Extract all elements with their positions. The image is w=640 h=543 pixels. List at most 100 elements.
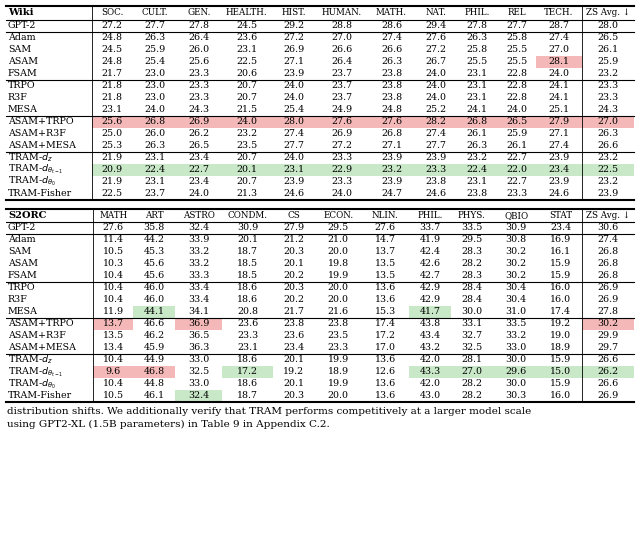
- Text: 26.8: 26.8: [381, 129, 402, 138]
- Bar: [6, 282, 634, 294]
- Text: 13.5: 13.5: [375, 260, 396, 268]
- Text: 18.7: 18.7: [237, 392, 258, 401]
- Text: 23.3: 23.3: [189, 93, 210, 102]
- Bar: [415, 116, 456, 128]
- Text: 30.2: 30.2: [597, 319, 618, 329]
- Text: R3F: R3F: [8, 295, 28, 305]
- Text: ASAM+TRPO: ASAM+TRPO: [8, 117, 74, 126]
- Text: 20.0: 20.0: [328, 295, 349, 305]
- Text: 30.0: 30.0: [461, 307, 483, 317]
- Text: 23.3: 23.3: [331, 177, 352, 186]
- Text: ART: ART: [145, 211, 164, 220]
- Text: 23.8: 23.8: [328, 319, 349, 329]
- Bar: [133, 366, 175, 378]
- Text: 28.4: 28.4: [461, 295, 483, 305]
- Text: 20.1: 20.1: [284, 380, 305, 388]
- Text: 44.1: 44.1: [144, 307, 164, 317]
- Text: 26.3: 26.3: [467, 33, 488, 42]
- Text: 28.4: 28.4: [461, 283, 483, 293]
- Text: 15.9: 15.9: [550, 380, 572, 388]
- Text: 22.4: 22.4: [467, 165, 488, 174]
- Text: 10.4: 10.4: [103, 356, 124, 364]
- Text: 30.2: 30.2: [506, 272, 527, 281]
- Text: 23.1: 23.1: [236, 45, 257, 54]
- Bar: [92, 116, 132, 128]
- Text: 23.4: 23.4: [550, 224, 572, 232]
- Text: 32.4: 32.4: [188, 224, 209, 232]
- Text: 24.5: 24.5: [236, 21, 257, 30]
- Text: CULT.: CULT.: [142, 8, 168, 17]
- Text: 27.6: 27.6: [103, 224, 124, 232]
- Bar: [6, 31, 634, 43]
- Text: 20.1: 20.1: [236, 165, 257, 174]
- Text: 23.4: 23.4: [189, 177, 210, 186]
- Text: 15.9: 15.9: [550, 272, 572, 281]
- Text: 13.4: 13.4: [103, 344, 124, 352]
- Text: 10.4: 10.4: [103, 295, 124, 305]
- Bar: [582, 163, 634, 175]
- Text: 26.9: 26.9: [284, 45, 305, 54]
- Text: SAM: SAM: [8, 248, 31, 256]
- Text: 42.0: 42.0: [419, 356, 440, 364]
- Text: ASAM: ASAM: [8, 260, 38, 268]
- Text: 26.5: 26.5: [598, 33, 619, 42]
- Text: 30.4: 30.4: [506, 295, 527, 305]
- Text: 26.6: 26.6: [597, 356, 618, 364]
- Text: 23.6: 23.6: [237, 319, 258, 329]
- Text: 19.2: 19.2: [284, 368, 305, 376]
- Text: 15.3: 15.3: [375, 307, 396, 317]
- Text: TRAM-$d_{\theta_0}$: TRAM-$d_{\theta_0}$: [8, 175, 56, 188]
- Text: 27.7: 27.7: [145, 21, 166, 30]
- Text: 10.4: 10.4: [103, 283, 124, 293]
- Text: 42.9: 42.9: [419, 295, 440, 305]
- Text: 23.7: 23.7: [331, 69, 352, 78]
- Text: NLIN.: NLIN.: [372, 211, 399, 220]
- Text: 26.3: 26.3: [145, 33, 166, 42]
- Text: 30.4: 30.4: [506, 283, 527, 293]
- Text: 30.9: 30.9: [237, 224, 258, 232]
- Text: CS: CS: [287, 211, 300, 220]
- Text: PHYS.: PHYS.: [458, 211, 486, 220]
- Text: R3F: R3F: [8, 93, 28, 102]
- Text: 13.6: 13.6: [375, 295, 396, 305]
- Text: 27.4: 27.4: [597, 236, 618, 244]
- Text: 33.7: 33.7: [419, 224, 440, 232]
- Text: 23.8: 23.8: [381, 69, 402, 78]
- Text: 28.8: 28.8: [331, 21, 352, 30]
- Text: 17.2: 17.2: [375, 331, 396, 340]
- Text: 29.7: 29.7: [597, 344, 618, 352]
- Bar: [132, 163, 179, 175]
- Text: 23.8: 23.8: [381, 93, 402, 102]
- Text: 27.1: 27.1: [284, 57, 305, 66]
- Text: 33.4: 33.4: [188, 295, 209, 305]
- Text: 42.0: 42.0: [419, 380, 440, 388]
- Text: 43.2: 43.2: [419, 344, 440, 352]
- Bar: [6, 342, 634, 354]
- Text: 26.6: 26.6: [597, 380, 618, 388]
- Text: 28.1: 28.1: [548, 57, 570, 66]
- Text: ASAM+R3F: ASAM+R3F: [8, 129, 66, 138]
- Text: ZS Avg. ↓: ZS Avg. ↓: [586, 8, 630, 17]
- Text: 23.3: 23.3: [189, 81, 210, 90]
- Text: 27.4: 27.4: [425, 129, 446, 138]
- Text: 27.1: 27.1: [548, 129, 570, 138]
- Text: 36.9: 36.9: [188, 319, 209, 329]
- Bar: [6, 20, 634, 31]
- Bar: [132, 116, 179, 128]
- Text: 22.0: 22.0: [506, 165, 527, 174]
- Text: 27.6: 27.6: [381, 117, 402, 126]
- Text: 28.0: 28.0: [598, 21, 619, 30]
- Bar: [6, 258, 634, 270]
- Text: 21.7: 21.7: [102, 69, 123, 78]
- Text: 23.3: 23.3: [189, 69, 210, 78]
- Text: 24.1: 24.1: [548, 93, 570, 102]
- Text: 27.2: 27.2: [331, 141, 352, 150]
- Text: SOC.: SOC.: [101, 8, 124, 17]
- Bar: [415, 163, 456, 175]
- Bar: [6, 116, 634, 128]
- Text: 10.4: 10.4: [103, 272, 124, 281]
- Text: 46.0: 46.0: [144, 295, 165, 305]
- Text: 21.9: 21.9: [102, 153, 123, 162]
- Text: 43.8: 43.8: [419, 319, 440, 329]
- Text: 29.9: 29.9: [597, 331, 618, 340]
